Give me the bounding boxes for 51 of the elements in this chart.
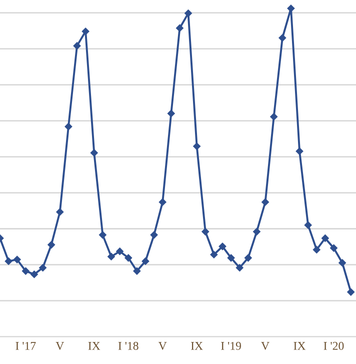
point [193,142,200,150]
point [30,270,38,278]
point [184,10,192,17]
x-tick-label: V [56,342,64,350]
point [236,264,244,272]
point [22,267,30,275]
point [202,228,210,236]
point [142,258,150,265]
point [56,208,64,216]
point [13,256,21,264]
point [64,122,72,130]
point [330,244,338,252]
point [210,250,218,258]
point [338,259,346,266]
point [312,246,320,254]
point [278,34,286,42]
point [244,254,252,262]
point [304,221,312,229]
point [296,148,304,155]
point [150,231,158,239]
point [48,241,55,248]
point [108,252,115,260]
point [322,234,329,242]
point [270,113,278,120]
x-tick-label: V [158,342,167,350]
x-tick-label: I '18 [118,342,138,350]
x-tick-label: I '19 [221,342,241,350]
point [90,149,98,156]
point [253,228,260,236]
point [116,248,124,255]
point [347,288,355,296]
point [39,264,46,272]
x-tick-label: V [261,342,270,350]
point [99,231,106,239]
x-tick-label: IX [88,342,100,350]
point [158,198,166,206]
x-tick-label: IX [191,342,203,350]
point [73,42,81,50]
x-tick-label: I '20 [324,342,344,350]
point [218,242,226,250]
point [4,258,12,265]
point [287,4,295,12]
x-tick-label: I '17 [16,342,36,350]
x-tick-label: IX [294,342,306,350]
point [227,254,235,262]
point [133,267,141,275]
point [168,110,175,118]
point [262,198,269,206]
point [124,254,132,262]
point [82,28,90,36]
point [176,24,184,32]
